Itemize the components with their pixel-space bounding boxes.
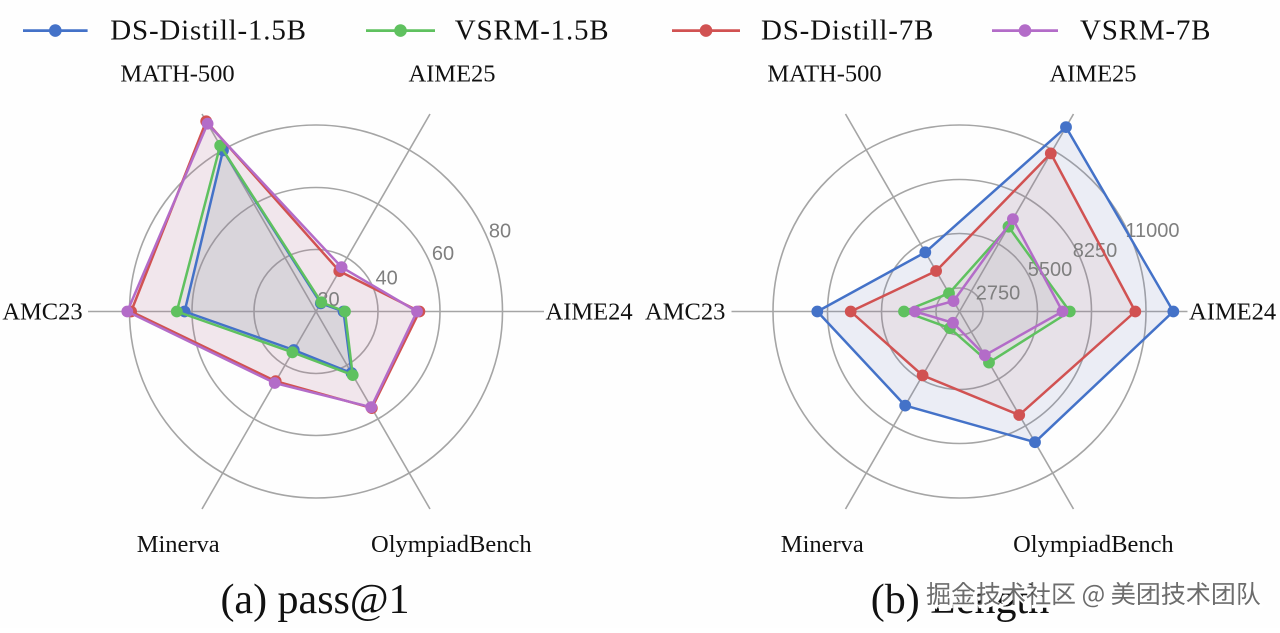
svg-text:5500: 5500	[1028, 259, 1073, 281]
svg-text:OlympiadBench: OlympiadBench	[371, 531, 532, 558]
svg-text:AIME24: AIME24	[1189, 298, 1276, 325]
svg-text:2750: 2750	[976, 283, 1021, 305]
svg-text:AMC23: AMC23	[645, 298, 725, 325]
svg-text:DS-Distill-7B: DS-Distill-7B	[761, 15, 934, 47]
svg-text:AMC23: AMC23	[2, 298, 82, 325]
svg-text:8250: 8250	[1073, 240, 1118, 262]
svg-text:11000: 11000	[1125, 220, 1179, 242]
svg-text:OlympiadBench: OlympiadBench	[1013, 531, 1174, 558]
svg-text:MATH-500: MATH-500	[120, 60, 234, 87]
svg-text:AIME24: AIME24	[546, 298, 633, 325]
svg-text:AIME25: AIME25	[408, 60, 495, 87]
svg-text:40: 40	[375, 268, 397, 290]
svg-text:Minerva: Minerva	[137, 531, 220, 558]
svg-text:60: 60	[432, 243, 454, 265]
svg-text:Minerva: Minerva	[781, 531, 864, 558]
svg-text:80: 80	[489, 221, 511, 243]
svg-text:(a) pass@1: (a) pass@1	[220, 577, 409, 623]
svg-text:MATH-500: MATH-500	[767, 60, 881, 87]
svg-text:DS-Distill-1.5B: DS-Distill-1.5B	[110, 15, 306, 47]
svg-text:VSRM-7B: VSRM-7B	[1080, 15, 1211, 47]
svg-text:AIME25: AIME25	[1049, 60, 1136, 87]
svg-text:VSRM-1.5B: VSRM-1.5B	[455, 15, 610, 47]
